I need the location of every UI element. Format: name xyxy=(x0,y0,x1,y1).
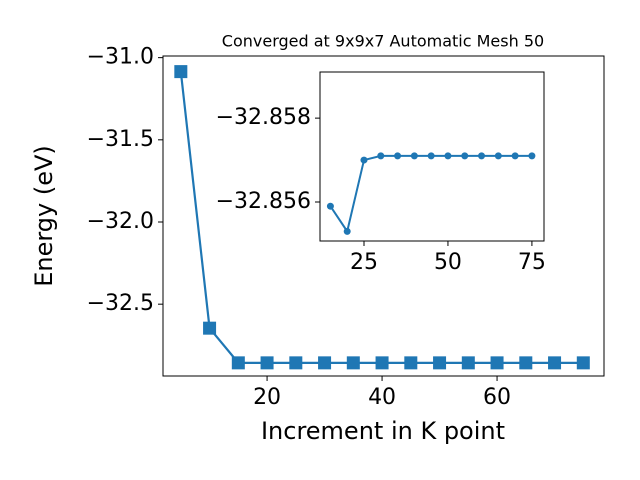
marker xyxy=(427,152,435,160)
marker xyxy=(461,356,475,370)
marker xyxy=(511,152,519,160)
y-tick-label: −32.856 xyxy=(216,189,311,214)
marker xyxy=(548,356,562,370)
x-tick-label: 60 xyxy=(483,385,511,410)
y-tick-label: −32.858 xyxy=(216,105,311,130)
x-tick-label: 40 xyxy=(368,385,396,410)
marker xyxy=(394,152,402,160)
x-tick-label: 20 xyxy=(253,385,281,410)
marker xyxy=(326,202,334,210)
marker xyxy=(519,356,533,370)
marker xyxy=(343,227,351,235)
y-tick-label: −31.5 xyxy=(87,127,154,152)
marker xyxy=(461,152,469,160)
marker xyxy=(494,152,502,160)
marker xyxy=(444,152,452,160)
x-tick-label: 50 xyxy=(434,250,462,275)
marker xyxy=(260,356,274,370)
marker xyxy=(360,156,368,164)
y-tick-label: −32.0 xyxy=(87,209,154,234)
marker xyxy=(346,356,360,370)
y-axis-label: Energy (eV) xyxy=(30,145,58,287)
axes-frame xyxy=(319,71,545,242)
marker xyxy=(174,65,188,79)
marker xyxy=(410,152,418,160)
x-axis-label: Increment in K point xyxy=(261,417,505,445)
marker xyxy=(404,356,418,370)
marker xyxy=(231,356,245,370)
y-tick-label: −31.0 xyxy=(87,45,154,70)
marker xyxy=(528,152,536,160)
marker xyxy=(433,356,447,370)
axes-frame xyxy=(162,55,605,377)
marker xyxy=(289,356,303,370)
marker xyxy=(203,321,217,335)
chart-title: Converged at 9x9x7 Automatic Mesh 50 xyxy=(222,32,544,51)
marker xyxy=(478,152,486,160)
marker xyxy=(318,356,332,370)
x-tick-label: 75 xyxy=(518,250,546,275)
marker xyxy=(576,356,590,370)
marker xyxy=(490,356,504,370)
marker xyxy=(375,356,389,370)
x-tick-label: 25 xyxy=(350,250,378,275)
marker xyxy=(377,152,385,160)
y-tick-label: −32.5 xyxy=(87,291,154,316)
